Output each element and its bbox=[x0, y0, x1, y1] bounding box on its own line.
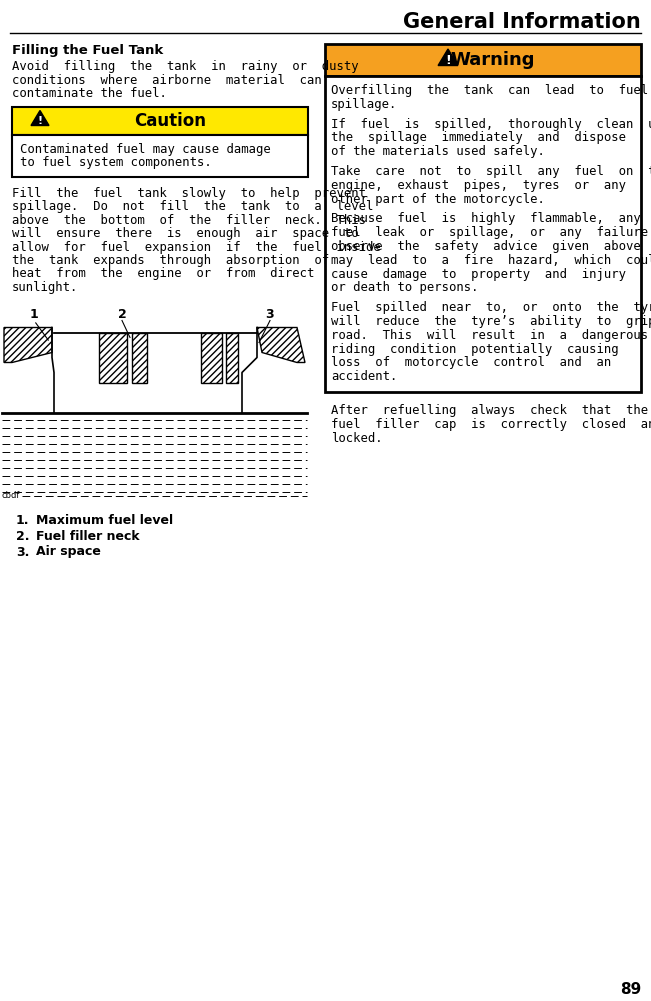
Text: !: ! bbox=[445, 54, 451, 67]
Text: Caution: Caution bbox=[134, 111, 206, 129]
Text: Air space: Air space bbox=[36, 546, 101, 559]
Text: Fill  the  fuel  tank  slowly  to  help  prevent: Fill the fuel tank slowly to help preven… bbox=[12, 186, 366, 199]
Text: Avoid  filling  the  tank  in  rainy  or  dusty: Avoid filling the tank in rainy or dusty bbox=[12, 60, 359, 73]
Text: fuel  filler  cap  is  correctly  closed  and: fuel filler cap is correctly closed and bbox=[331, 417, 651, 430]
Text: will  reduce  the  tyre’s  ability  to  grip  the: will reduce the tyre’s ability to grip t… bbox=[331, 315, 651, 328]
Text: 1: 1 bbox=[30, 308, 38, 321]
Text: 1.: 1. bbox=[16, 514, 29, 527]
Text: Fuel filler neck: Fuel filler neck bbox=[36, 530, 139, 543]
Text: accident.: accident. bbox=[331, 370, 397, 383]
Text: Because  fuel  is  highly  flammable,  any: Because fuel is highly flammable, any bbox=[331, 212, 641, 225]
Polygon shape bbox=[226, 332, 238, 382]
Text: 89: 89 bbox=[620, 983, 641, 998]
Text: Fuel  spilled  near  to,  or  onto  the  tyres: Fuel spilled near to, or onto the tyres bbox=[331, 301, 651, 314]
Text: spillage.  Do  not  fill  the  tank  to  a  level: spillage. Do not fill the tank to a leve… bbox=[12, 200, 374, 213]
Bar bbox=[12, 106, 308, 134]
Polygon shape bbox=[201, 332, 222, 382]
Text: road.  This  will  result  in  a  dangerous: road. This will result in a dangerous bbox=[331, 328, 648, 341]
Text: riding  condition  potentially  causing: riding condition potentially causing bbox=[331, 342, 618, 355]
Text: General Information: General Information bbox=[403, 12, 641, 32]
Bar bbox=[325, 44, 641, 76]
Text: may  lead  to  a  fire  hazard,  which  could: may lead to a fire hazard, which could bbox=[331, 254, 651, 267]
Text: allow  for  fuel  expansion  if  the  fuel  inside: allow for fuel expansion if the fuel ins… bbox=[12, 240, 381, 253]
Text: Contaminated fuel may cause damage: Contaminated fuel may cause damage bbox=[20, 142, 271, 155]
Text: After  refuelling  always  check  that  the: After refuelling always check that the bbox=[331, 404, 648, 417]
Text: the  tank  expands  through  absorption  of: the tank expands through absorption of bbox=[12, 254, 329, 267]
Text: Take  care  not  to  spill  any  fuel  on  the: Take care not to spill any fuel on the bbox=[331, 165, 651, 178]
Polygon shape bbox=[99, 332, 127, 382]
Text: will  ensure  there  is  enough  air  space  to: will ensure there is enough air space to bbox=[12, 227, 359, 240]
Text: 3.: 3. bbox=[16, 546, 29, 559]
Text: 3: 3 bbox=[266, 308, 274, 321]
Text: 2: 2 bbox=[118, 308, 126, 321]
Text: heat  from  the  engine  or  from  direct: heat from the engine or from direct bbox=[12, 267, 314, 280]
Text: sunlight.: sunlight. bbox=[12, 281, 78, 294]
Text: spillage.: spillage. bbox=[331, 98, 397, 111]
Bar bbox=[12, 134, 308, 176]
Polygon shape bbox=[257, 327, 305, 362]
Text: cbdf: cbdf bbox=[2, 491, 20, 500]
Text: Overfilling  the  tank  can  lead  to  fuel: Overfilling the tank can lead to fuel bbox=[331, 84, 648, 97]
Text: above  the  bottom  of  the  filler  neck.  This: above the bottom of the filler neck. Thi… bbox=[12, 213, 366, 226]
Polygon shape bbox=[4, 327, 52, 362]
Text: Warning: Warning bbox=[450, 51, 535, 69]
Text: other part of the motorcycle.: other part of the motorcycle. bbox=[331, 192, 545, 205]
Text: If  fuel  is  spilled,  thoroughly  clean  up: If fuel is spilled, thoroughly clean up bbox=[331, 117, 651, 130]
Text: engine,  exhaust  pipes,  tyres  or  any: engine, exhaust pipes, tyres or any bbox=[331, 179, 626, 192]
Text: 2.: 2. bbox=[16, 530, 29, 543]
Polygon shape bbox=[438, 49, 458, 65]
Text: observe  the  safety  advice  given  above: observe the safety advice given above bbox=[331, 240, 641, 253]
Text: to fuel system components.: to fuel system components. bbox=[20, 156, 212, 169]
Text: Filling the Fuel Tank: Filling the Fuel Tank bbox=[12, 44, 163, 57]
Text: the  spillage  immediately  and  dispose: the spillage immediately and dispose bbox=[331, 131, 626, 144]
Polygon shape bbox=[31, 110, 49, 125]
Text: fuel  leak  or  spillage,  or  any  failure  to: fuel leak or spillage, or any failure to bbox=[331, 226, 651, 239]
Text: loss  of  motorcycle  control  and  an: loss of motorcycle control and an bbox=[331, 356, 611, 369]
Text: of the materials used safely.: of the materials used safely. bbox=[331, 145, 545, 158]
Text: !: ! bbox=[38, 116, 42, 126]
Polygon shape bbox=[132, 332, 147, 382]
Bar bbox=[325, 76, 641, 392]
Text: cause  damage  to  property  and  injury: cause damage to property and injury bbox=[331, 267, 626, 280]
Text: locked.: locked. bbox=[331, 431, 383, 444]
Text: contaminate the fuel.: contaminate the fuel. bbox=[12, 87, 167, 100]
Text: conditions  where  airborne  material  can: conditions where airborne material can bbox=[12, 73, 322, 86]
Text: Maximum fuel level: Maximum fuel level bbox=[36, 514, 173, 527]
Text: or death to persons.: or death to persons. bbox=[331, 281, 478, 294]
